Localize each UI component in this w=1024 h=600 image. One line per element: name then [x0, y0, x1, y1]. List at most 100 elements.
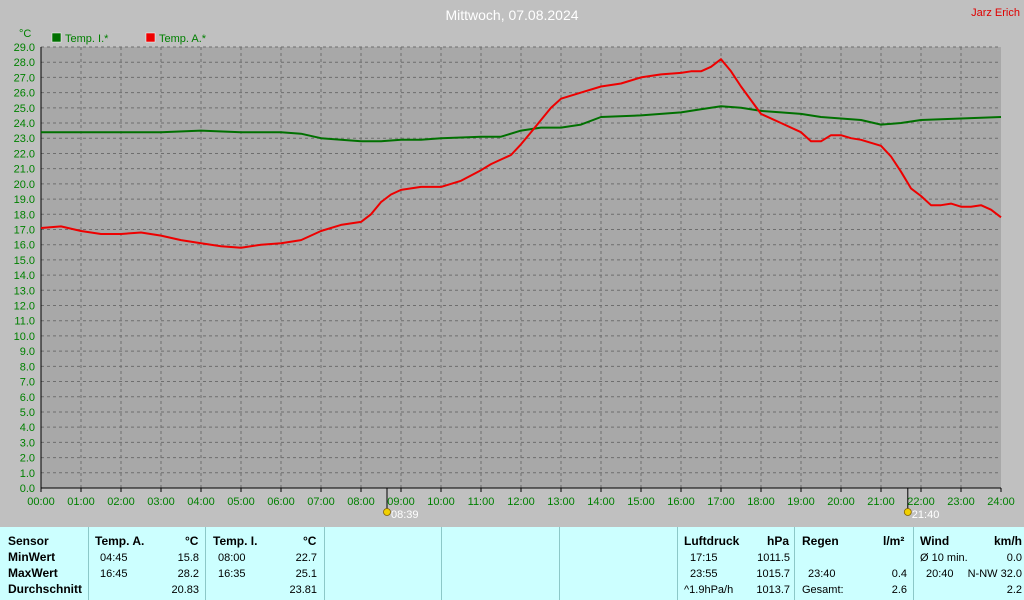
x-tick-label: 20:00 — [827, 496, 855, 508]
pressure-column: Luftdruck hPa 17:15 1011.5 23:55 1015.7 … — [677, 527, 795, 600]
sunrise-time-label: 08:39 — [391, 509, 419, 521]
y-tick-label: 23.0 — [14, 133, 35, 145]
page-title: Mittwoch, 07.08.2024 — [445, 7, 579, 23]
y-tick-label: 24.0 — [14, 118, 35, 130]
temp-i-min-time: 08:00 — [218, 552, 246, 564]
pressure-trend: ^1.9hPa/h — [684, 584, 734, 596]
x-tick-label: 07:00 — [307, 496, 335, 508]
y-tick-label: 27.0 — [14, 72, 35, 84]
x-tick-label: 21:00 — [867, 496, 895, 508]
temp-i-max-value: 25.1 — [295, 568, 317, 580]
temperature-chart: 0.0 1.0 2.0 3.0 4.0 5.0 6.0 7.0 8.0 9.0 10.0 11.0 12… — [14, 28, 1015, 521]
temp-i-max-time: 16:35 — [218, 568, 246, 580]
x-tick-label: 03:00 — [147, 496, 175, 508]
y-tick-label: 2.0 — [20, 453, 35, 465]
avg-label: Durchschnitt — [8, 582, 83, 596]
y-tick-label: 29.0 — [14, 42, 35, 54]
y-tick-label: 6.0 — [20, 392, 35, 404]
max-label: MaxWert — [8, 566, 58, 580]
y-tick-label: 0.0 — [20, 483, 35, 495]
temp-i-avg: 23.81 — [289, 584, 317, 596]
y-tick-label: 16.0 — [14, 240, 35, 252]
x-tick-label: 16:00 — [667, 496, 695, 508]
x-tick-label: 10:00 — [427, 496, 455, 508]
y-tick-label: 3.0 — [20, 437, 35, 449]
y-tick-label: 20.0 — [14, 179, 35, 191]
x-tick-label: 08:00 — [347, 496, 375, 508]
sunset-time-label: 21:40 — [912, 509, 940, 521]
x-tick-label: 01:00 — [67, 496, 95, 508]
temp-a-column: Temp. A. °C 04:45 15.8 16:45 28.2 20.83 — [88, 527, 206, 600]
sensor-header: Sensor — [8, 534, 49, 548]
pressure-min-time: 17:15 — [690, 552, 718, 564]
rain-total-label: Gesamt: — [802, 584, 844, 596]
empty-column — [441, 527, 560, 600]
x-tick-label: 15:00 — [627, 496, 655, 508]
y-tick-label: 21.0 — [14, 164, 35, 176]
wind-unit: km/h — [993, 534, 1022, 548]
y-tick-label: 17.0 — [14, 224, 35, 236]
temp-i-min-value: 22.7 — [295, 552, 317, 564]
temp-a-avg: 20.83 — [171, 584, 199, 596]
y-tick-label: 1.0 — [20, 468, 35, 480]
y-tick-label: 28.0 — [14, 57, 35, 69]
x-tick-label: 23:00 — [947, 496, 975, 508]
x-tick-label: 17:00 — [707, 496, 735, 508]
x-tick-label: 00:00 — [27, 496, 55, 508]
empty-column — [559, 527, 678, 600]
pressure-unit: hPa — [767, 534, 790, 548]
y-tick-label: 19.0 — [14, 194, 35, 206]
legend-swatch — [145, 32, 156, 43]
y-tick-label: 12.0 — [14, 301, 35, 313]
x-tick-label: 05:00 — [227, 496, 255, 508]
legend-label: Temp. A.* — [159, 33, 207, 45]
x-tick-label: 04:00 — [187, 496, 215, 508]
y-tick-label: 15.0 — [14, 255, 35, 267]
pressure-max-time: 23:55 — [690, 568, 718, 580]
series-line-temp-outside — [40, 58, 1002, 249]
y-tick-label: 22.0 — [14, 148, 35, 160]
author-label: Jarz Erich — [971, 7, 1020, 19]
empty-column — [324, 527, 442, 600]
x-tick-label: 11:00 — [468, 496, 495, 508]
y-tick-label: 10.0 — [14, 331, 35, 343]
x-tick-label: 13:00 — [547, 496, 575, 508]
wind-column: Wind km/h Ø 10 min. 0.0 20:40 N-NW 32.0 … — [913, 527, 1024, 600]
legend-swatch — [51, 32, 62, 43]
statistics-panel: Sensor MinWert MaxWert Durchschnitt Temp… — [0, 527, 1024, 600]
sunrise-sun-icon — [383, 508, 391, 516]
rain-total: 2.6 — [891, 584, 907, 596]
rain-column: Regen l/m² 23:40 0.4 Gesamt: 2.6 — [794, 527, 914, 600]
y-tick-label: 25.0 — [14, 103, 35, 115]
temp-a-min-value: 15.8 — [177, 552, 199, 564]
x-tick-label: 09:00 — [387, 496, 415, 508]
y-tick-label: 5.0 — [20, 407, 35, 419]
x-tick-label: 18:00 — [747, 496, 775, 508]
y-tick-label: 18.0 — [14, 209, 35, 221]
wind-max-time: 20:40 — [926, 568, 954, 580]
temp-a-max-value: 28.2 — [177, 568, 199, 580]
pressure-max-value: 1015.7 — [756, 568, 790, 580]
y-tick-label: 26.0 — [14, 88, 35, 100]
wind-avg-total: 2.2 — [1006, 584, 1022, 596]
temp-a-min-time: 04:45 — [100, 552, 128, 564]
x-tick-label: 06:00 — [267, 496, 295, 508]
temp-a-unit: °C — [185, 534, 199, 548]
rain-unit: l/m² — [883, 534, 905, 548]
min-label: MinWert — [8, 550, 56, 564]
wind-avg-value: 0.0 — [1006, 552, 1022, 564]
x-tick-label: 24:00 — [987, 496, 1015, 508]
temp-i-header: Temp. I. — [213, 534, 258, 548]
pressure-avg: 1013.7 — [756, 584, 790, 596]
x-tick-label: 12:00 — [507, 496, 535, 508]
rain-max-time: 23:40 — [808, 568, 836, 580]
wind-avg-label: Ø 10 min. — [920, 552, 968, 564]
rain-max-value: 0.4 — [891, 568, 907, 580]
y-tick-label: 11.0 — [14, 316, 35, 328]
temp-a-header: Temp. A. — [95, 534, 145, 548]
temp-i-unit: °C — [303, 534, 317, 548]
y-tick-label: 13.0 — [14, 285, 35, 297]
sunset-sun-icon — [903, 508, 912, 516]
wind-header: Wind — [920, 534, 950, 548]
y-tick-label: 14.0 — [14, 270, 35, 282]
